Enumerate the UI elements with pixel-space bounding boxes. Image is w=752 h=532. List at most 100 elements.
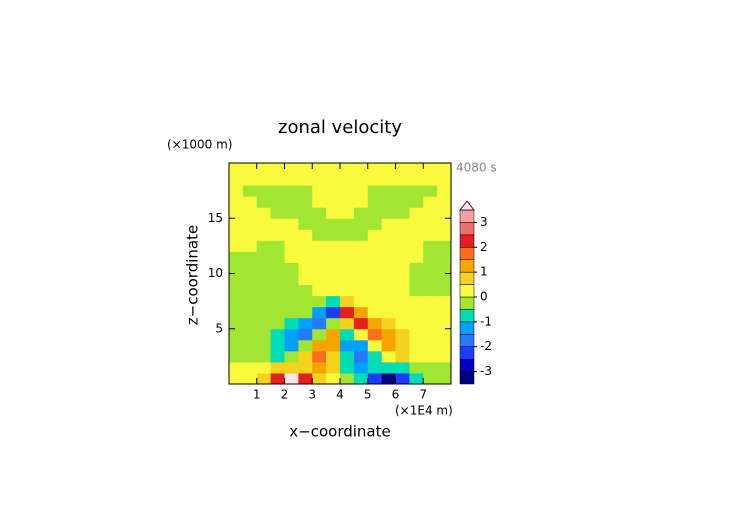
field-cell: [270, 262, 285, 274]
field-cell: [367, 361, 383, 374]
field-cell: [298, 174, 313, 186]
field-cell: [395, 350, 410, 363]
field-cell: [381, 350, 396, 363]
field-cell: [229, 273, 244, 286]
field-cell: [284, 218, 299, 230]
field-cell: [229, 372, 244, 385]
field-cell: [270, 251, 285, 263]
field-cell: [395, 361, 410, 374]
field-cell: [242, 262, 258, 274]
overlay: 1 2 3 4 5 6 7 5 10 15 -3 -2 -1 0 1 2 3: [208, 162, 492, 402]
colorbar-band: [459, 321, 475, 335]
field-cell: [270, 361, 285, 374]
field-cell: [242, 361, 258, 374]
field-cell: [381, 196, 396, 208]
x-tick-label: 5: [364, 388, 372, 402]
field-cell: [423, 229, 438, 241]
field-cell: [256, 174, 272, 186]
colorbar-band: [459, 222, 475, 236]
field-cell: [409, 306, 424, 319]
field-cell: [381, 229, 396, 241]
field-cell: [423, 350, 438, 363]
colorbar-tick-label: 1: [480, 265, 488, 279]
field-cell: [326, 317, 341, 330]
field-cell: [353, 284, 369, 297]
field-cell: [437, 350, 452, 363]
colorbar-tick-label: -1: [480, 314, 492, 328]
field-cell: [340, 284, 355, 297]
field-cell: [437, 262, 452, 274]
field-cell: [284, 306, 299, 319]
field-cell: [242, 229, 258, 241]
field-cell: [395, 207, 410, 219]
field-cell: [437, 174, 452, 186]
field-cell: [229, 218, 244, 230]
field-cell: [409, 240, 424, 252]
field-cell: [437, 306, 452, 319]
field-cell: [437, 218, 452, 230]
field-cell: [395, 306, 410, 319]
field-cell: [242, 339, 258, 352]
colorbar-band: [459, 358, 475, 372]
field-cell: [353, 350, 369, 363]
field-cell: [381, 273, 396, 286]
field-cell: [437, 163, 452, 175]
field-cell: [298, 295, 313, 308]
field-cell: [270, 372, 285, 385]
field-cell: [423, 185, 438, 197]
field-cell: [270, 350, 285, 363]
field-cell: [381, 207, 396, 219]
field-cell: [423, 262, 438, 274]
field-cell: [298, 306, 313, 319]
field-cell: [256, 339, 272, 352]
field-cell: [256, 163, 272, 175]
x-tick-label: 7: [419, 388, 427, 402]
field-cell: [298, 284, 313, 297]
field-cell: [326, 207, 341, 219]
colorbar-band: [459, 296, 475, 310]
field-cell: [284, 196, 299, 208]
field-cell: [395, 372, 410, 385]
field-cell: [284, 185, 299, 197]
field-cell: [381, 295, 396, 308]
field-cell: [284, 262, 299, 274]
field-cell: [423, 328, 438, 341]
field-cell: [256, 229, 272, 241]
field-cell: [242, 240, 258, 252]
field-cell: [353, 251, 369, 263]
colorbar-tick-label: -3: [480, 364, 492, 378]
field-cell: [284, 328, 299, 341]
field-cell: [284, 361, 299, 374]
field-cell: [409, 339, 424, 352]
field-cell: [256, 295, 272, 308]
field-cell: [353, 207, 369, 219]
field-cell: [423, 174, 438, 186]
field-cell: [229, 361, 244, 374]
field-cell: [242, 273, 258, 286]
field-cell: [312, 284, 327, 297]
field-cell: [270, 273, 285, 286]
field-cell: [381, 185, 396, 197]
field-cell: [256, 251, 272, 263]
field-cell: [298, 339, 313, 352]
field-cell: [381, 262, 396, 274]
field-cell: [437, 328, 452, 341]
field-cell: [423, 273, 438, 286]
y-tick-label: 15: [208, 211, 223, 225]
field-cell: [353, 229, 369, 241]
field-cell: [423, 284, 438, 297]
field-cell: [242, 207, 258, 219]
field-cell: [284, 163, 299, 175]
field-cell: [229, 251, 244, 263]
field-cell: [284, 273, 299, 286]
field-cell: [353, 240, 369, 252]
field-cell: [409, 207, 424, 219]
field-cell: [229, 350, 244, 363]
field-cell: [284, 251, 299, 263]
field-cell: [242, 306, 258, 319]
field-cell: [381, 174, 396, 186]
field-cell: [395, 240, 410, 252]
field-cell: [409, 273, 424, 286]
field-cell: [353, 361, 369, 374]
field-cell: [409, 174, 424, 186]
